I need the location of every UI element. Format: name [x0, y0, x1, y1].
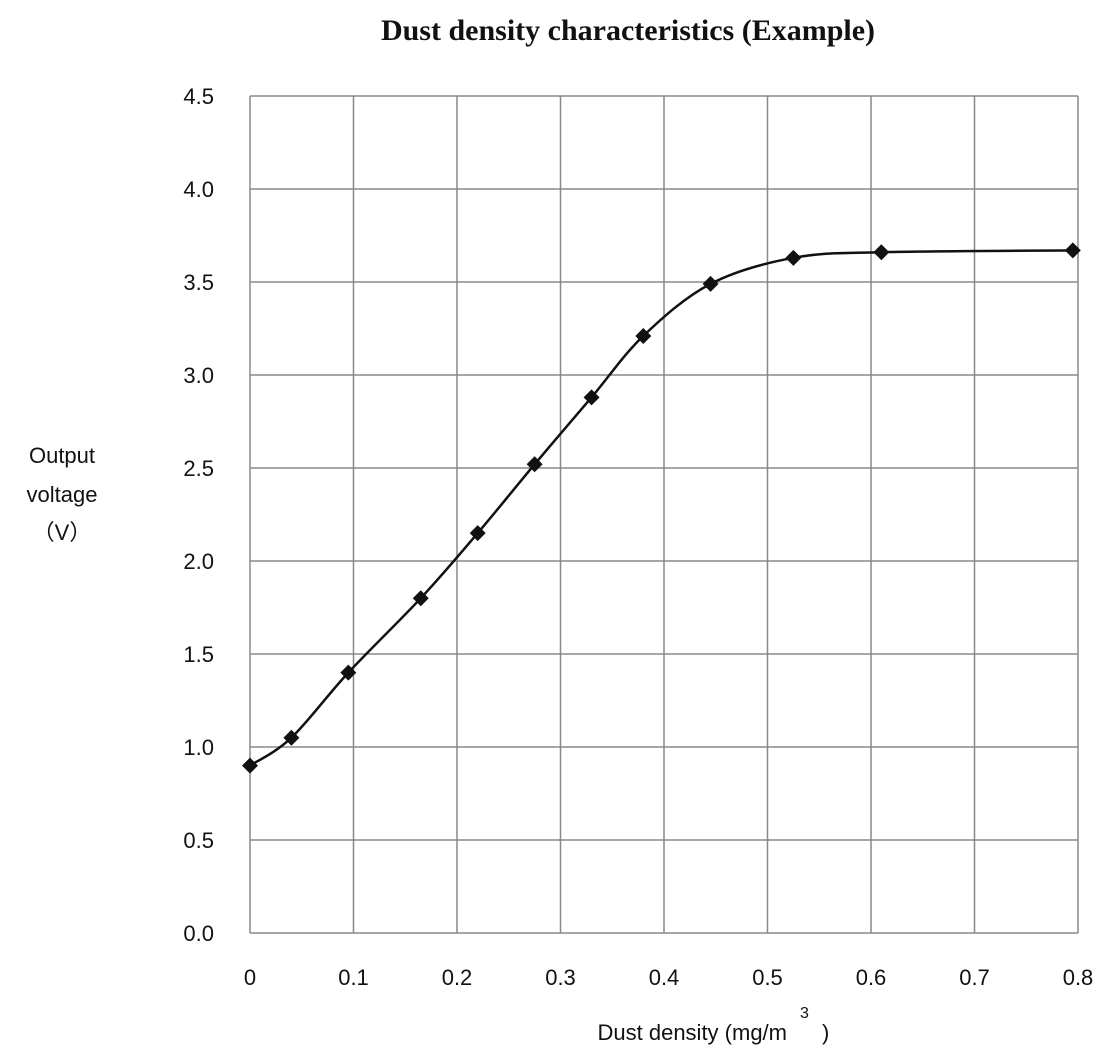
chart-title: Dust density characteristics (Example) [381, 14, 875, 47]
y-tick-label: 3.0 [183, 363, 214, 388]
data-point-marker [873, 244, 890, 261]
y-tick-label: 2.0 [183, 549, 214, 574]
y-tick-label: 4.5 [183, 84, 214, 109]
y-axis-label-line-3: （V） [33, 520, 92, 545]
y-tick-label: 3.5 [183, 270, 214, 295]
y-tick-label: 0.0 [183, 921, 214, 946]
data-point-marker [785, 249, 802, 266]
data-point-marker [242, 757, 258, 774]
y-axis-label: Output voltage （V） [27, 443, 98, 545]
x-tick-label: 0.3 [545, 965, 576, 990]
x-tick-label: 0 [244, 965, 256, 990]
data-point-marker [340, 664, 357, 681]
data-markers [242, 242, 1081, 774]
x-tick-label: 0.7 [959, 965, 990, 990]
data-point-marker [635, 327, 652, 344]
data-point-marker [412, 590, 429, 607]
y-tick-label: 4.0 [183, 177, 214, 202]
data-point-marker [469, 525, 486, 542]
data-point-marker [526, 456, 543, 473]
data-point-marker [702, 275, 719, 292]
x-tick-label: 0.2 [442, 965, 473, 990]
grid [249, 95, 1079, 934]
x-tick-labels: 0 0.1 0.2 0.3 0.4 0.5 0.6 0.7 0.8 [244, 965, 1093, 990]
y-tick-label: 1.5 [183, 642, 214, 667]
y-tick-labels: 0.0 0.5 1.0 1.5 2.0 2.5 3.0 3.5 4.0 4.5 [183, 84, 214, 946]
x-axis-label-suffix: ) [822, 1020, 829, 1045]
x-tick-label: 0.8 [1063, 965, 1094, 990]
y-axis-label-line-2: voltage [27, 482, 98, 507]
series-line [249, 249, 1073, 767]
y-tick-label: 0.5 [183, 828, 214, 853]
x-tick-label: 0.6 [856, 965, 887, 990]
y-axis-label-line-1: Output [29, 443, 95, 468]
y-tick-label: 2.5 [183, 456, 214, 481]
x-axis-label: Dust density (mg/m 3 ) [598, 1005, 830, 1045]
x-tick-label: 0.1 [338, 965, 369, 990]
series [249, 249, 1073, 767]
data-point-marker [283, 729, 300, 746]
x-tick-label: 0.5 [752, 965, 783, 990]
data-point-marker [583, 389, 600, 406]
x-axis-label-superscript: 3 [800, 1005, 809, 1022]
y-tick-label: 1.0 [183, 735, 214, 760]
x-axis-label-main: Dust density (mg/m [598, 1020, 788, 1045]
data-point-marker [1064, 242, 1081, 259]
x-tick-label: 0.4 [649, 965, 680, 990]
